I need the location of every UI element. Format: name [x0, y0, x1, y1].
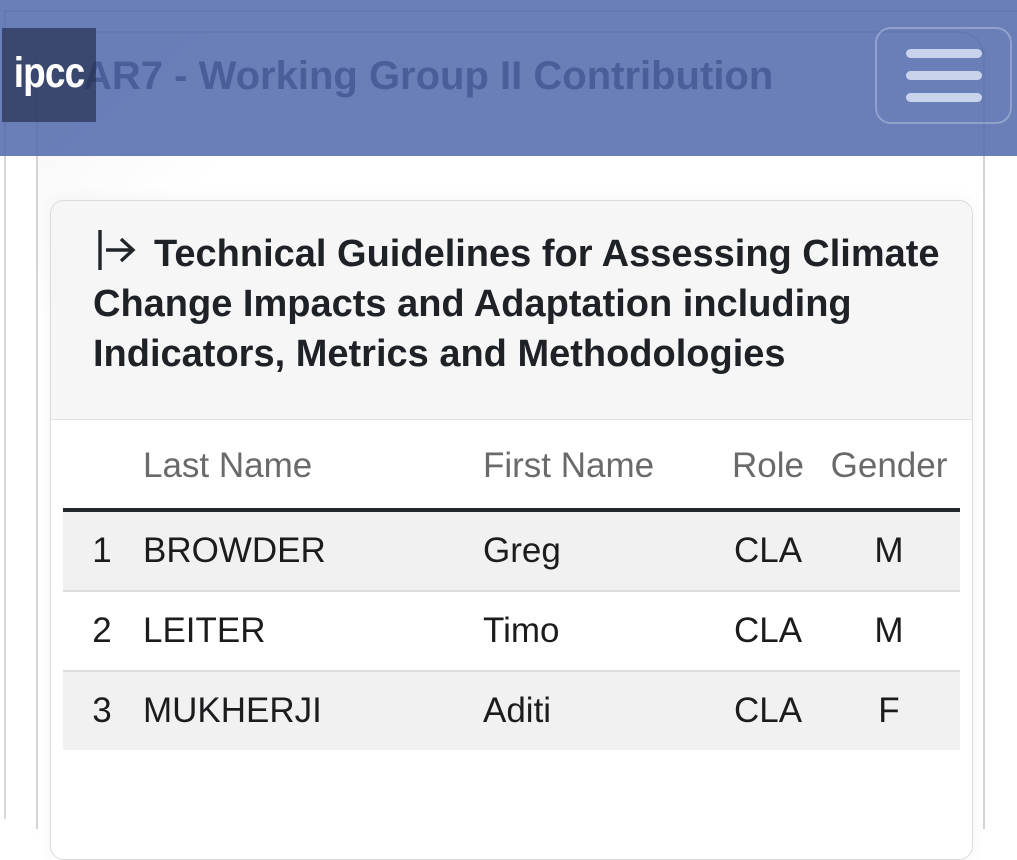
document-card-header: Technical Guidelines for Assessing Clima…	[51, 201, 972, 420]
authors-table-wrap: Last Name First Name Role Gender 1 BROWD…	[51, 420, 972, 750]
cell-first-name: Aditi	[481, 671, 718, 750]
cell-index: 2	[63, 591, 141, 671]
table-row: 3 MUKHERJI Aditi CLA F	[63, 671, 960, 750]
document-card: Technical Guidelines for Assessing Clima…	[50, 200, 973, 860]
cell-gender: F	[818, 671, 960, 750]
table-row: 1 BROWDER Greg CLA M	[63, 510, 960, 591]
table-row: 2 LEITER Timo CLA M	[63, 591, 960, 671]
cell-index: 3	[63, 671, 141, 750]
navbar: AR7 - Working Group II Contribution ipcc	[0, 0, 1017, 156]
header-row: Last Name First Name Role Gender	[63, 420, 960, 510]
ipcc-logo-text: ipcc	[14, 52, 85, 99]
cell-gender: M	[818, 510, 960, 591]
authors-table-head: Last Name First Name Role Gender	[63, 420, 960, 510]
cell-role: CLA	[718, 671, 818, 750]
cell-gender: M	[818, 591, 960, 671]
hamburger-icon	[906, 49, 982, 58]
col-header-last-name: Last Name	[141, 420, 481, 510]
cell-last-name: MUKHERJI	[141, 671, 481, 750]
document-title: Technical Guidelines for Assessing Clima…	[93, 227, 942, 379]
cell-first-name: Timo	[481, 591, 718, 671]
cell-index: 1	[63, 510, 141, 591]
col-header-role: Role	[718, 420, 818, 510]
cell-first-name: Greg	[481, 510, 718, 591]
col-header-first-name: First Name	[481, 420, 718, 510]
authors-table: Last Name First Name Role Gender 1 BROWD…	[63, 420, 960, 750]
document-title-text: Technical Guidelines for Assessing Clima…	[93, 233, 940, 375]
ipcc-logo[interactable]: ipcc	[2, 28, 96, 122]
cell-role: CLA	[718, 591, 818, 671]
cell-role: CLA	[718, 510, 818, 591]
col-header-gender: Gender	[818, 420, 960, 510]
cell-last-name: LEITER	[141, 591, 481, 671]
cell-last-name: BROWDER	[141, 510, 481, 591]
maps-to-arrow-icon	[93, 227, 139, 273]
hamburger-icon	[906, 71, 982, 80]
menu-toggler-button[interactable]	[875, 27, 1012, 124]
hamburger-icon	[906, 93, 982, 102]
authors-table-body: 1 BROWDER Greg CLA M 2 LEITER Timo CLA M…	[63, 510, 960, 750]
navbar-title[interactable]: AR7 - Working Group II Contribution	[83, 54, 773, 99]
col-header-index	[63, 420, 141, 510]
